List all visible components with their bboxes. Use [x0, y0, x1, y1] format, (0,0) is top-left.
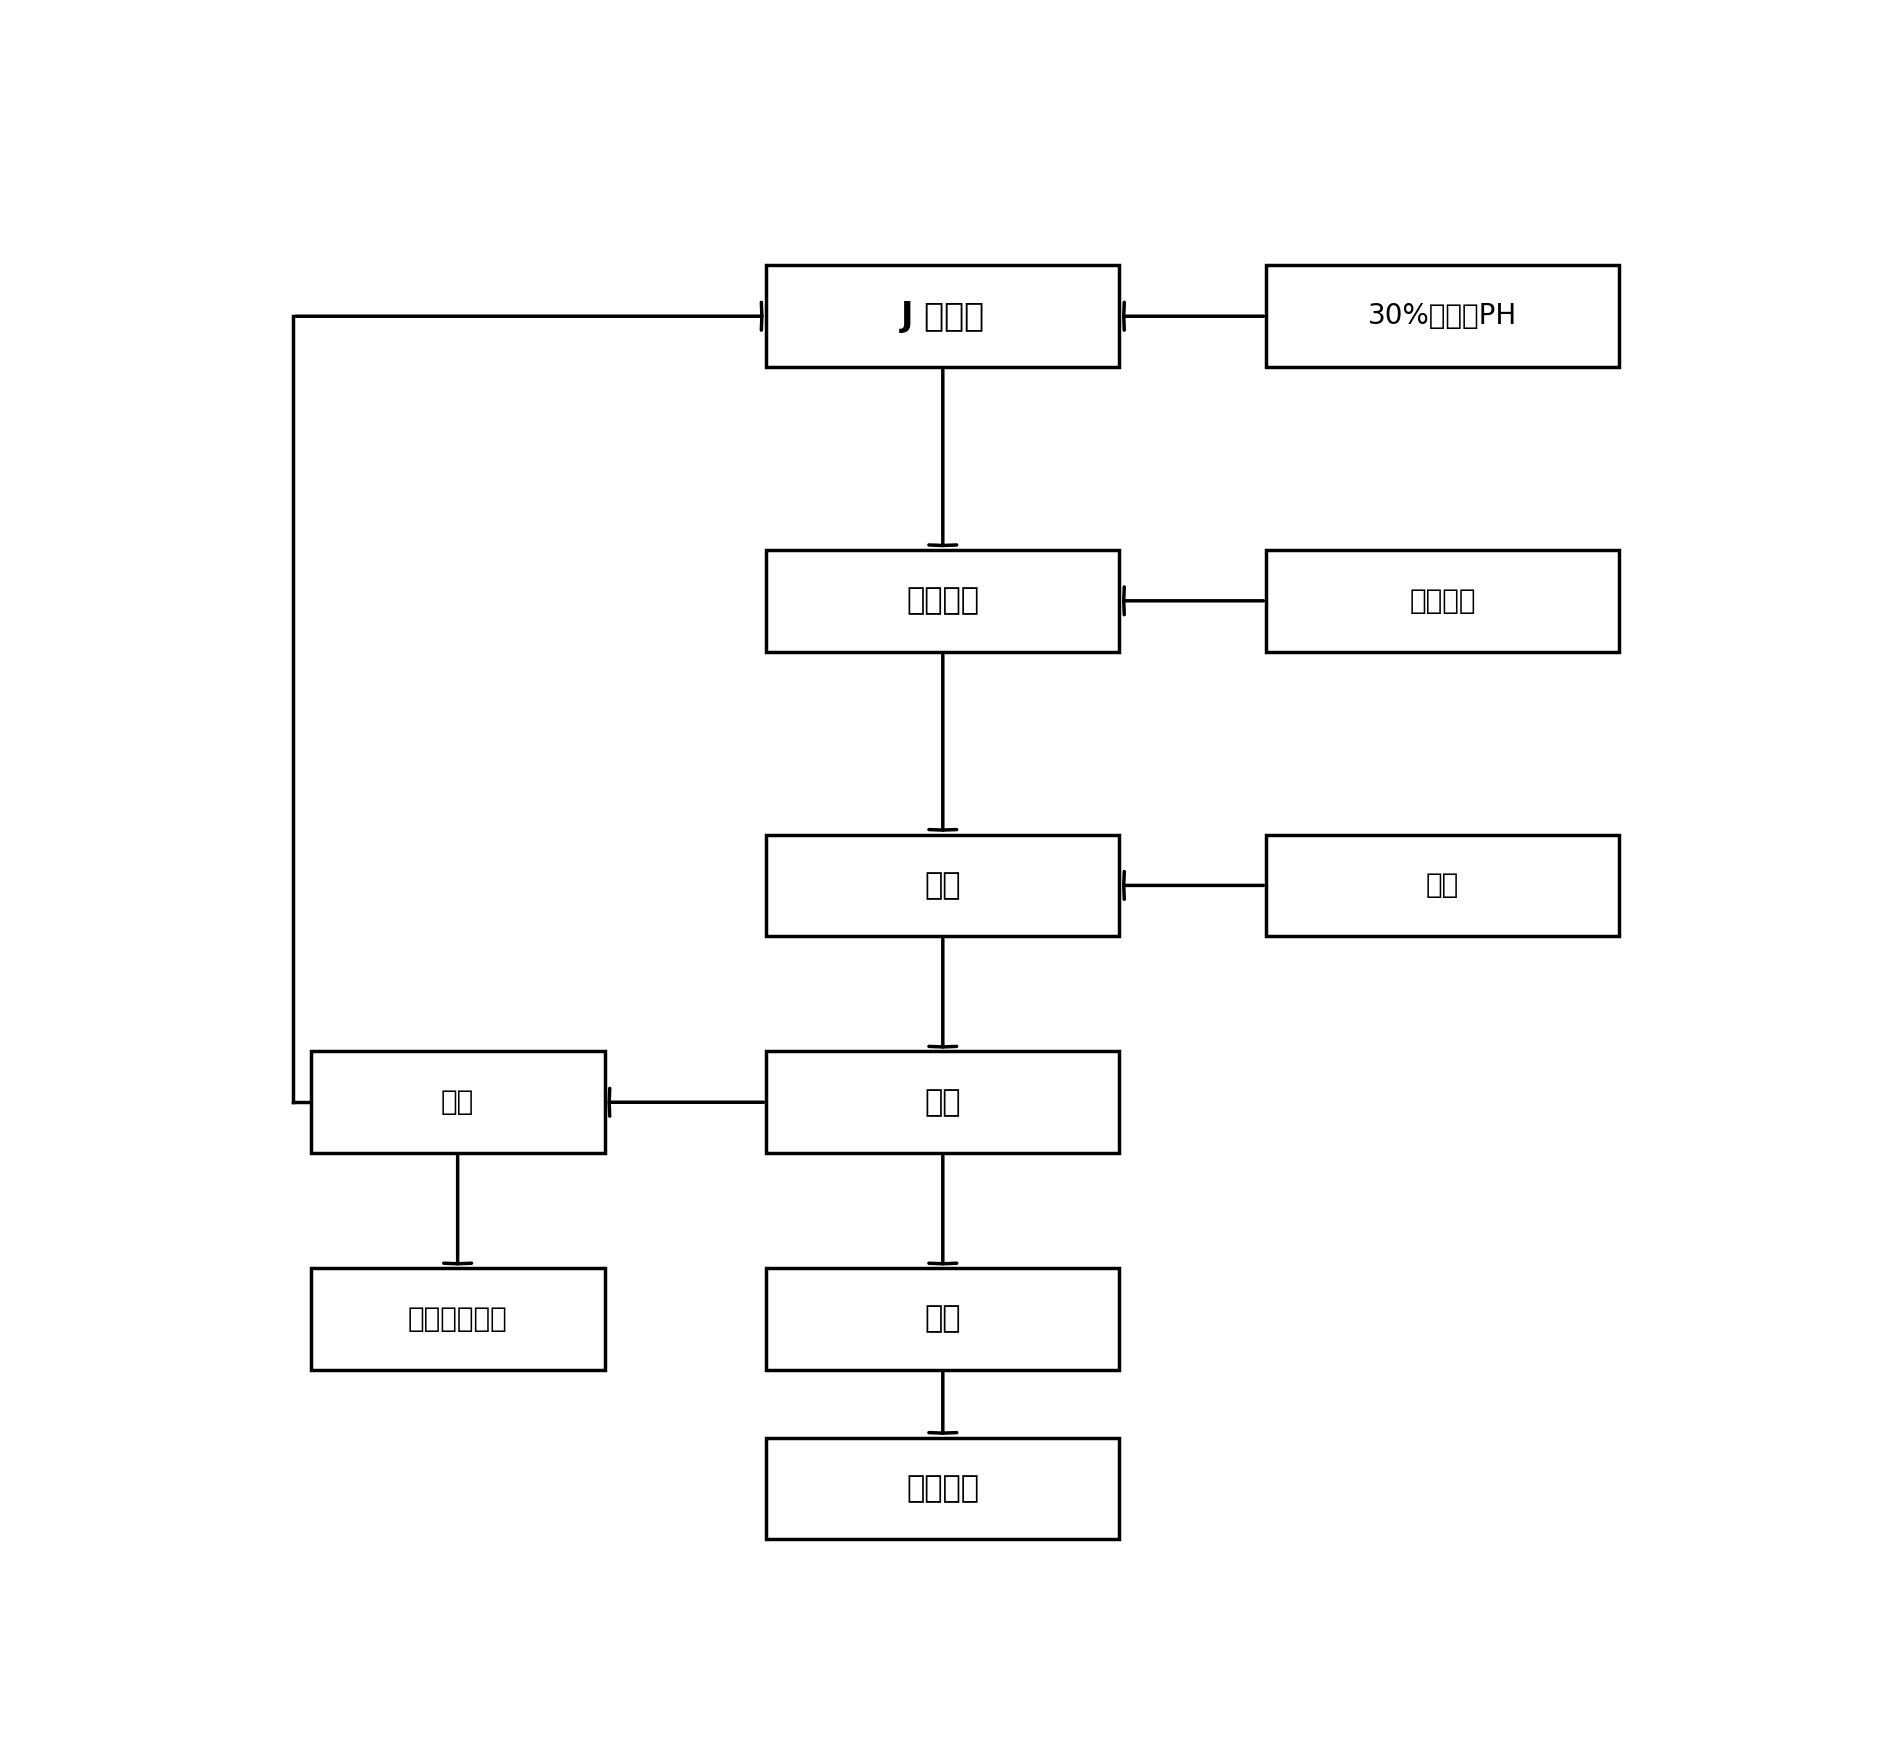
FancyBboxPatch shape [1267, 266, 1618, 368]
Text: 缩合反应: 缩合反应 [907, 586, 979, 616]
Text: 干燥: 干燥 [924, 1304, 962, 1334]
FancyBboxPatch shape [311, 1051, 605, 1153]
Text: 精盐: 精盐 [1427, 871, 1459, 899]
FancyBboxPatch shape [311, 1269, 605, 1369]
Text: 盐析: 盐析 [924, 871, 962, 899]
Text: 成品包装: 成品包装 [907, 1473, 979, 1503]
FancyBboxPatch shape [766, 1438, 1119, 1540]
FancyBboxPatch shape [1267, 549, 1618, 651]
FancyBboxPatch shape [766, 549, 1119, 651]
FancyBboxPatch shape [766, 834, 1119, 936]
Text: 合成其他燃料: 合成其他燃料 [408, 1306, 508, 1332]
Text: J 酸溶解: J 酸溶解 [901, 299, 985, 333]
FancyBboxPatch shape [1267, 834, 1618, 936]
FancyBboxPatch shape [766, 1269, 1119, 1369]
FancyBboxPatch shape [766, 266, 1119, 368]
Text: 过滤: 过滤 [924, 1088, 962, 1118]
Text: 30%液碱调PH: 30%液碱调PH [1368, 303, 1518, 331]
Text: 固体光气: 固体光气 [1409, 586, 1476, 614]
FancyBboxPatch shape [766, 1051, 1119, 1153]
Text: 母液: 母液 [440, 1088, 474, 1116]
